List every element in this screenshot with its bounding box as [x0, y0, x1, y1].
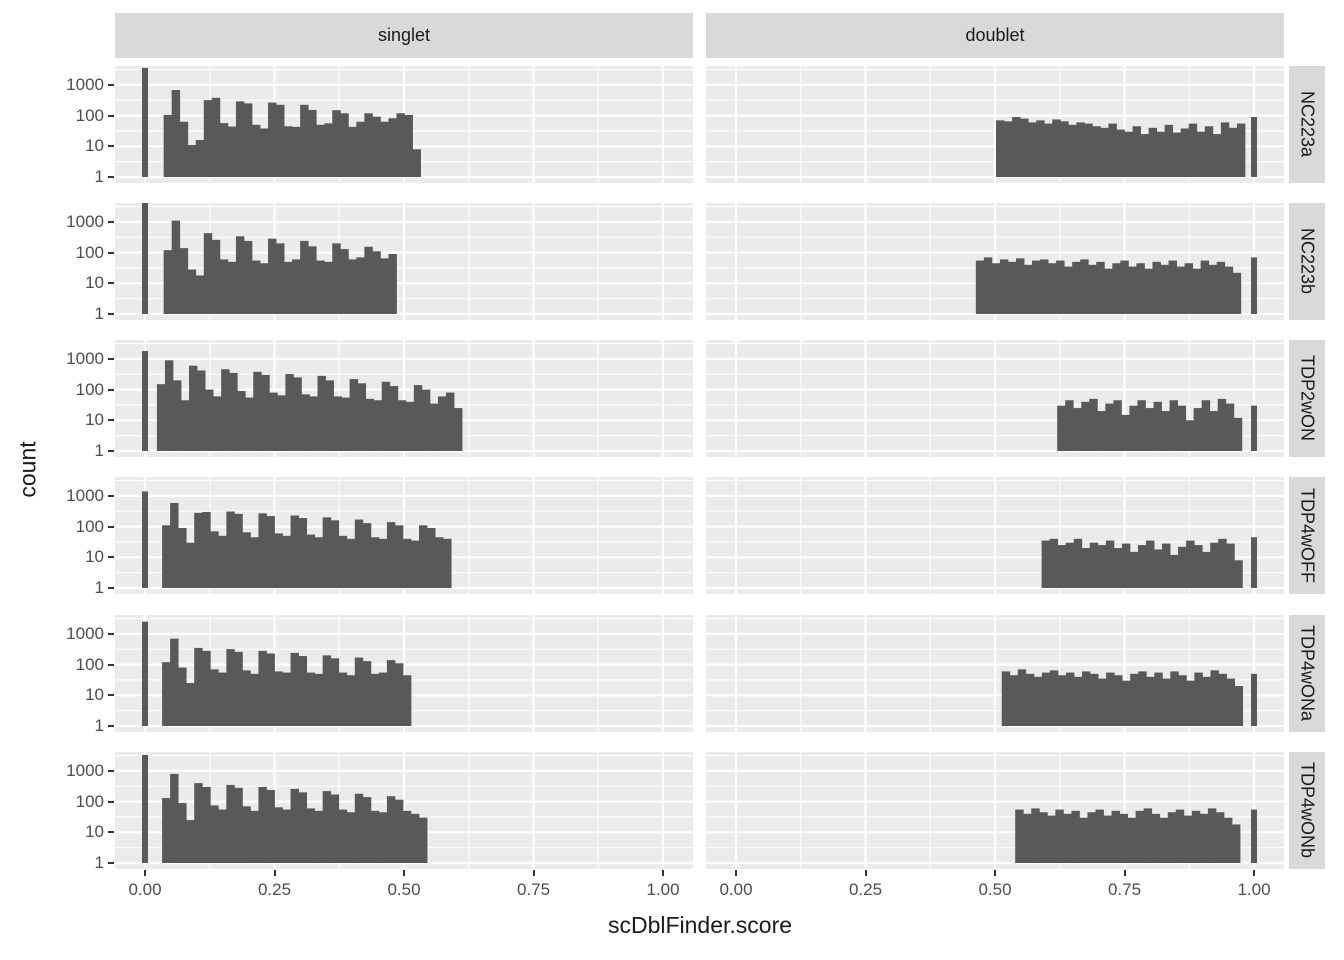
row-strip-TDP4wOFF: TDP4wOFF: [1289, 477, 1325, 594]
row-strip-NC223a: NC223a: [1289, 66, 1325, 183]
panel-TDP4wONb-doublet: [706, 752, 1284, 869]
x-tick-label: 0.00: [719, 880, 753, 899]
x-tick-label: 0.25: [257, 880, 292, 899]
panel-TDP4wOFF-doublet: [706, 477, 1284, 594]
x-tick-label: 0.50: [978, 880, 1012, 899]
y-tick-label: 1000: [66, 485, 104, 505]
y-tick-mark: [108, 220, 114, 223]
y-tick-label: 10: [85, 685, 104, 705]
y-tick-label: 100: [75, 654, 104, 674]
y-tick-mark: [108, 282, 114, 285]
y-tick-mark: [108, 494, 114, 497]
panel-TDP2wON-singlet: [115, 340, 693, 457]
x-tick-mark: [864, 870, 867, 876]
x-tick-label: 0.75: [516, 880, 551, 899]
x-tick-mark: [735, 870, 737, 876]
row-strip-TDP4wONb: TDP4wONb: [1289, 752, 1325, 869]
x-tick-label: 0.75: [1107, 880, 1142, 899]
panel-NC223b-singlet: [115, 203, 693, 320]
y-tick-mark: [108, 831, 114, 834]
x-tick-label: 1.00: [646, 880, 680, 899]
y-tick-mark: [108, 725, 114, 727]
y-tick-mark: [108, 587, 114, 589]
y-tick-label: 1000: [66, 211, 104, 231]
x-tick-label: 0.25: [848, 880, 883, 899]
y-tick-mark: [108, 769, 114, 772]
x-tick-mark: [1123, 870, 1126, 876]
y-tick-label: 100: [75, 516, 104, 536]
y-tick-mark: [108, 556, 114, 559]
y-tick-label: 1000: [66, 760, 104, 780]
x-tick-mark: [273, 870, 276, 876]
x-axis-title: scDblFinder.score: [607, 912, 793, 938]
panel-TDP4wOFF-singlet: [115, 477, 693, 594]
panel-NC223b-doublet: [706, 203, 1284, 320]
y-tick-label: 10: [85, 273, 104, 293]
x-tick-mark: [994, 870, 996, 876]
row-strip-TDP2wON: TDP2wON: [1289, 340, 1325, 457]
y-tick-mark: [108, 388, 114, 391]
y-tick-label: 100: [75, 105, 104, 125]
y-tick-label: 100: [75, 379, 104, 399]
y-tick-mark: [108, 313, 114, 315]
y-tick-mark: [108, 663, 114, 666]
y-axis-title: count: [14, 441, 41, 498]
y-tick-label: 1: [94, 441, 104, 460]
y-tick-mark: [108, 251, 114, 254]
x-tick-label: 0.00: [128, 880, 162, 899]
panel-NC223a-singlet: [115, 66, 693, 183]
y-tick-mark: [108, 357, 114, 360]
y-tick-mark: [108, 114, 114, 117]
y-tick-label: 1000: [66, 74, 104, 94]
y-tick-label: 1: [94, 304, 104, 323]
panel-TDP2wON-doublet: [706, 340, 1284, 457]
y-tick-mark: [108, 176, 114, 178]
y-tick-mark: [108, 694, 114, 697]
y-tick-label: 100: [75, 242, 104, 262]
x-tick-mark: [662, 870, 664, 876]
y-tick-label: 10: [85, 547, 104, 567]
panel-TDP4wONa-doublet: [706, 615, 1284, 732]
panel-TDP4wONa-singlet: [115, 615, 693, 732]
panel-NC223a-doublet: [706, 66, 1284, 183]
y-tick-label: 10: [85, 410, 104, 430]
y-tick-mark: [108, 83, 114, 86]
y-tick-label: 1: [94, 716, 104, 735]
y-tick-label: 1: [94, 578, 104, 597]
y-tick-mark: [108, 632, 114, 635]
y-tick-mark: [108, 450, 114, 452]
column-strip-doublet: doublet: [706, 13, 1284, 58]
y-tick-label: 10: [85, 136, 104, 156]
row-strip-TDP4wONa: TDP4wONa: [1289, 615, 1325, 732]
x-tick-label: 0.50: [387, 880, 421, 899]
y-tick-label: 10: [85, 822, 104, 842]
y-tick-mark: [108, 145, 114, 148]
y-tick-mark: [108, 800, 114, 803]
y-tick-label: 1000: [66, 348, 104, 368]
y-tick-label: 1: [94, 167, 104, 186]
y-tick-mark: [108, 419, 114, 422]
panel-TDP4wONb-singlet: [115, 752, 693, 869]
x-tick-label: 1.00: [1237, 880, 1271, 899]
x-tick-mark: [1253, 870, 1255, 876]
row-strip-NC223b: NC223b: [1289, 203, 1325, 320]
y-tick-label: 1000: [66, 623, 104, 643]
x-tick-mark: [403, 870, 405, 876]
y-tick-mark: [108, 862, 114, 864]
column-strip-singlet: singlet: [115, 13, 693, 58]
y-tick-mark: [108, 525, 114, 528]
y-tick-label: 100: [75, 791, 104, 811]
x-tick-mark: [532, 870, 535, 876]
y-tick-label: 1: [94, 853, 104, 872]
x-tick-mark: [144, 870, 146, 876]
